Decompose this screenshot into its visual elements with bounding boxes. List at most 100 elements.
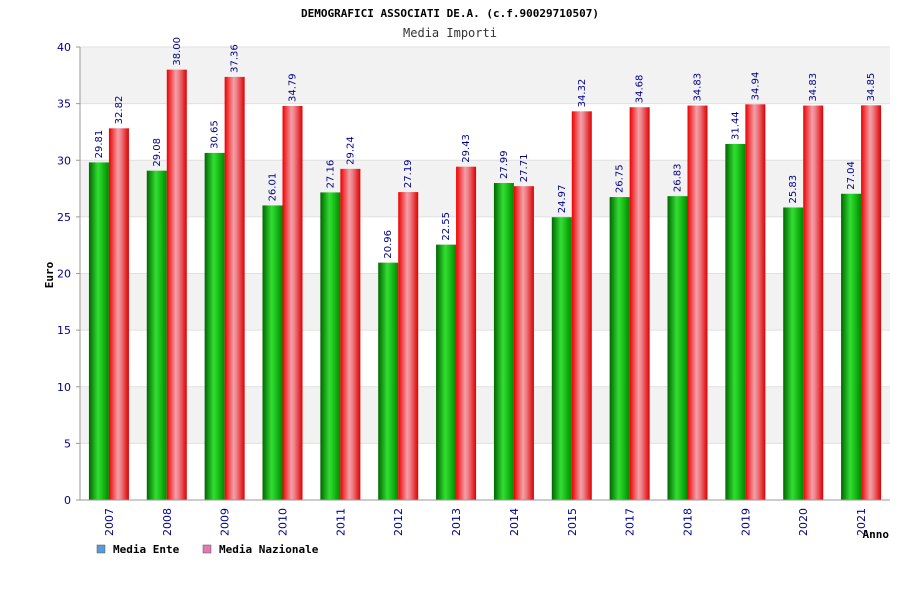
bar-media-ente xyxy=(320,192,341,500)
bar-media-ente xyxy=(204,152,225,501)
x-tick-label: 2009 xyxy=(219,508,232,536)
x-tick-label: 2019 xyxy=(739,508,752,536)
x-axis-ticks: 2007 2008 2009 2010 2011 2012 2013 2014 2015 2017… xyxy=(103,508,868,536)
bar-media-nazionale xyxy=(571,111,592,501)
y-tick-label: 25 xyxy=(57,211,71,224)
chart-title: DEMOGRAFICI ASSOCIATI DE.A. (c.f.9002971… xyxy=(301,7,599,20)
value-label-media-ente: 20.96 xyxy=(383,230,394,259)
value-label-media-ente: 26.83 xyxy=(673,164,684,193)
bar-media-ente xyxy=(725,143,746,500)
bar-media-nazionale xyxy=(745,104,766,500)
value-label-media-nazionale: 34.94 xyxy=(750,72,761,101)
bar-media-nazionale xyxy=(282,106,303,501)
x-tick-label: 2017 xyxy=(624,508,637,536)
x-tick-label: 2012 xyxy=(392,508,405,536)
bar-media-ente xyxy=(841,193,862,500)
x-tick-label: 2014 xyxy=(508,508,521,536)
value-label-media-ente: 27.16 xyxy=(325,160,336,189)
value-label-media-nazionale: 34.85 xyxy=(866,73,877,102)
y-axis-label: Euro xyxy=(43,261,56,288)
x-tick-label: 2008 xyxy=(161,508,174,536)
bar-media-ente xyxy=(667,196,688,500)
y-tick-label: 15 xyxy=(57,324,71,337)
plot-band xyxy=(80,443,890,500)
value-label-media-ente: 27.04 xyxy=(846,161,857,190)
bar-media-ente xyxy=(783,207,804,500)
bar-media-nazionale xyxy=(456,166,477,500)
plot-band xyxy=(80,216,890,274)
x-axis-label: Anno xyxy=(863,528,890,541)
bar-media-nazionale xyxy=(340,168,361,500)
x-tick-label: 2018 xyxy=(682,508,695,536)
value-label-media-nazionale: 27.19 xyxy=(403,159,414,188)
value-label-media-nazionale: 34.32 xyxy=(577,79,588,108)
bar-media-ente xyxy=(551,217,572,500)
y-tick-label: 40 xyxy=(57,41,71,54)
value-label-media-ente: 24.97 xyxy=(557,185,568,214)
x-tick-label: 2015 xyxy=(566,508,579,536)
y-tick-label: 10 xyxy=(57,381,71,394)
value-label-media-ente: 25.83 xyxy=(788,175,799,204)
value-label-media-ente: 26.75 xyxy=(615,164,626,193)
value-label-media-nazionale: 34.83 xyxy=(808,73,819,102)
plot-band xyxy=(80,47,890,104)
bar-media-nazionale xyxy=(398,192,419,501)
bar-media-ente xyxy=(262,205,283,500)
legend-swatch-media-nazionale xyxy=(202,544,212,554)
bar-media-nazionale xyxy=(224,76,245,500)
bar-media-ente xyxy=(378,262,399,500)
y-tick-label: 35 xyxy=(57,98,71,111)
y-tick-label: 5 xyxy=(64,437,71,450)
x-tick-label: 2010 xyxy=(277,508,290,536)
x-tick-label: 2021 xyxy=(855,508,868,536)
y-tick-label: 20 xyxy=(57,268,71,281)
x-tick-label: 2011 xyxy=(334,508,347,536)
value-label-media-ente: 22.55 xyxy=(441,212,452,241)
value-label-media-ente: 31.44 xyxy=(730,111,741,140)
plot-band xyxy=(80,330,890,387)
plot-band xyxy=(80,273,890,331)
value-label-media-nazionale: 34.83 xyxy=(693,73,704,102)
y-axis-ticks: 0 5 10 15 20 25 30 35 40 xyxy=(57,41,80,507)
bar-media-nazionale xyxy=(861,105,882,500)
value-label-media-nazionale: 37.36 xyxy=(230,44,241,73)
bar-media-nazionale xyxy=(166,69,187,501)
y-tick-label: 0 xyxy=(64,494,71,507)
plot-band xyxy=(80,103,890,161)
value-label-media-nazionale: 38.00 xyxy=(172,37,183,66)
bar-media-ente xyxy=(609,197,630,500)
value-labels: 29.81 32.82 29.08 38.00 30.65 37.36 26.01 34.79… xyxy=(94,37,877,259)
legend-label-media-ente: Media Ente xyxy=(113,543,180,556)
bar-media-ente xyxy=(88,162,109,501)
value-label-media-ente: 29.08 xyxy=(152,138,163,167)
value-label-media-ente: 30.65 xyxy=(210,120,221,149)
value-label-media-nazionale: 29.43 xyxy=(461,134,472,163)
value-label-media-nazionale: 32.82 xyxy=(114,96,125,125)
legend-swatch-media-ente xyxy=(96,544,106,554)
bar-media-ente xyxy=(493,183,514,500)
plot-band xyxy=(80,160,890,217)
bar-media-ente xyxy=(146,170,167,500)
y-tick-label: 30 xyxy=(57,154,71,167)
value-label-media-nazionale: 29.24 xyxy=(345,136,356,165)
x-tick-label: 2013 xyxy=(450,508,463,536)
bars xyxy=(88,69,882,501)
bar-media-nazionale xyxy=(803,105,824,501)
legend-label-media-nazionale: Media Nazionale xyxy=(219,543,319,556)
x-tick-label: 2007 xyxy=(103,508,116,536)
value-label-media-ente: 27.99 xyxy=(499,150,510,179)
value-label-media-ente: 26.01 xyxy=(268,173,279,202)
chart-subtitle: Media Importi xyxy=(403,26,497,40)
value-label-media-nazionale: 34.68 xyxy=(635,75,646,104)
bar-media-nazionale xyxy=(687,105,708,501)
bar-media-ente xyxy=(436,244,457,500)
bar-media-nazionale xyxy=(108,128,129,500)
x-tick-label: 2020 xyxy=(797,508,810,536)
bar-media-nazionale xyxy=(629,107,650,501)
value-label-media-nazionale: 34.79 xyxy=(288,73,299,102)
legend: Media Ente Media Nazionale xyxy=(96,543,319,556)
plot-band xyxy=(80,386,890,444)
value-label-media-ente: 29.81 xyxy=(94,130,105,159)
bar-media-nazionale xyxy=(513,186,534,500)
